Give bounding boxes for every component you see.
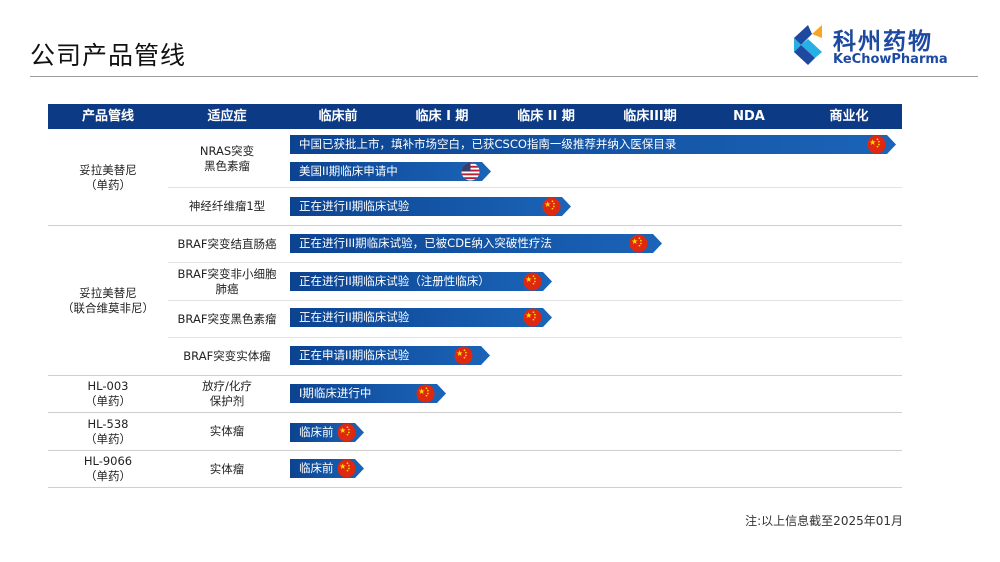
- product-cell: HL-538 （单药）: [85, 416, 131, 446]
- row-divider: [168, 187, 902, 188]
- china-flag-icon: [416, 384, 435, 403]
- indication-cell: BRAF突变非小细胞 肺癌: [177, 266, 277, 296]
- row-divider: [48, 375, 902, 376]
- header-rule: [30, 76, 978, 77]
- table-header: 产品管线 适应症 临床前 临床 I 期 临床 II 期 临床III期 NDA 商…: [48, 104, 902, 129]
- progress-bar: 正在进行II期临床试验: [290, 197, 571, 216]
- product-cell: 妥拉美替尼 （单药）: [79, 162, 137, 192]
- row-divider: [48, 487, 902, 488]
- china-flag-icon: [523, 308, 542, 327]
- china-flag-icon: [542, 197, 561, 216]
- header-commercial: 商业化: [829, 109, 869, 124]
- progress-bar: 正在申请II期临床试验: [290, 346, 490, 365]
- header-phase2: 临床 II 期: [517, 109, 575, 124]
- china-flag-icon: [629, 234, 648, 253]
- china-flag-icon: [867, 135, 886, 154]
- indication-cell: BRAF突变黑色素瘤: [177, 311, 277, 326]
- header-phase3: 临床III期: [623, 109, 677, 124]
- china-flag-icon: [337, 423, 356, 442]
- row-divider: [168, 337, 902, 338]
- china-flag-icon: [523, 272, 542, 291]
- header-indication: 适应症: [207, 109, 247, 124]
- footnote: 注:以上信息截至2025年01月: [745, 514, 903, 528]
- row-divider: [168, 300, 902, 301]
- indication-cell: BRAF突变结直肠癌: [177, 236, 277, 251]
- header-nda: NDA: [733, 109, 765, 124]
- indication-cell: 放疗/化疗 保护剂: [202, 379, 252, 408]
- progress-bar: 正在进行II期临床试验（注册性临床）: [290, 272, 552, 291]
- header-preclinical: 临床前: [318, 109, 358, 124]
- header-product: 产品管线: [81, 109, 134, 124]
- indication-cell: 实体瘤: [209, 424, 245, 438]
- progress-bar: 正在进行III期临床试验，已被CDE纳入突破性疗法: [290, 234, 662, 253]
- logo-name-en: KeChowPharma: [833, 52, 948, 67]
- row-divider: [48, 225, 902, 226]
- indication-cell: BRAF突变实体瘤: [183, 349, 271, 363]
- china-flag-icon: [337, 459, 356, 478]
- kechow-logo-icon: [794, 25, 822, 65]
- progress-bar: 中国已获批上市，填补市场空白，已获CSCO指南一级推荐并纳入医保目录: [290, 135, 896, 154]
- indication-cell: NRAS突变 黑色素瘤: [199, 143, 255, 173]
- product-cell: HL-003 （单药）: [85, 379, 131, 408]
- progress-bar: 正在进行II期临床试验: [290, 308, 552, 327]
- row-divider: [48, 412, 902, 413]
- logo-name-cn: 科州药物: [833, 29, 933, 55]
- row-divider: [48, 450, 902, 451]
- indication-cell: 神经纤维瘤1型: [188, 199, 266, 213]
- page-title: 公司产品管线: [30, 41, 187, 70]
- indication-cell: 实体瘤: [209, 461, 245, 476]
- progress-bar: I期临床进行中: [290, 384, 446, 403]
- us-flag-icon: [461, 162, 480, 181]
- progress-bar: 美国II期临床申请中: [290, 162, 491, 181]
- product-cell: 妥拉美替尼 （联合维莫非尼）: [62, 285, 154, 315]
- row-divider: [168, 262, 902, 263]
- china-flag-icon: [454, 346, 473, 365]
- header-phase1: 临床 I 期: [415, 109, 469, 124]
- company-logo: 科州药物 KeChowPharma: [788, 22, 978, 70]
- product-cell: HL-9066 （单药）: [83, 454, 133, 483]
